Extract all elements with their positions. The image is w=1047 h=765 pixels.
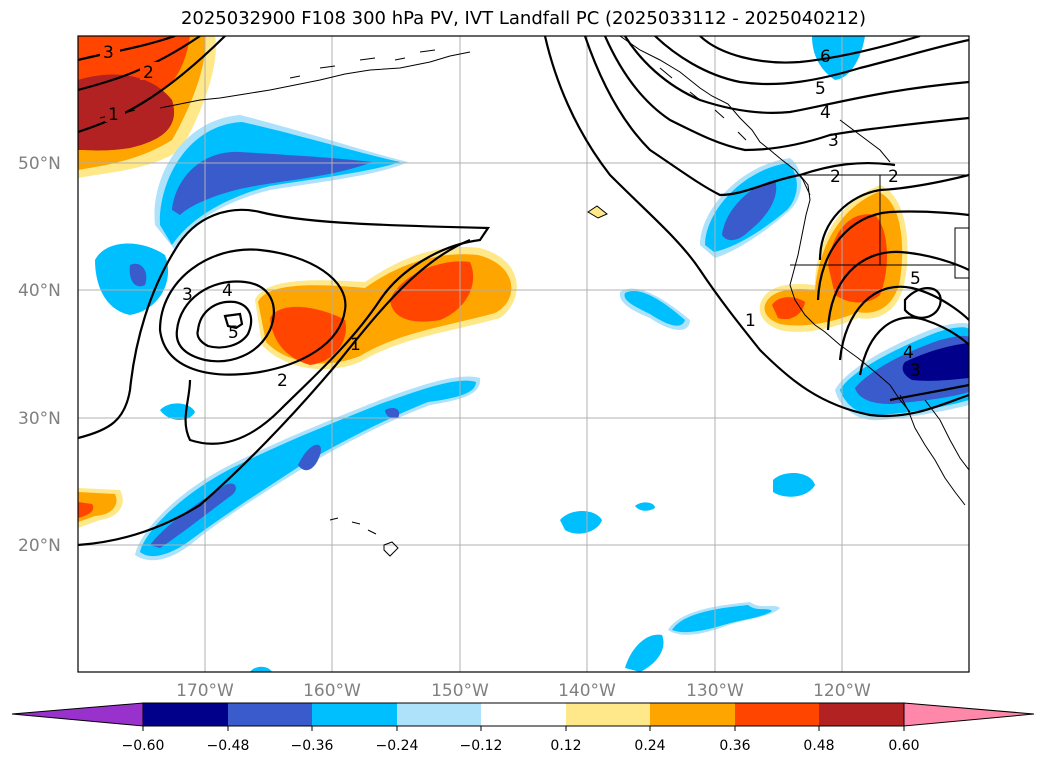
contour-label: 2 [277,371,288,391]
contour-label: 5 [910,269,921,289]
colorbar-extend-low [11,702,144,727]
contour-label: 3 [910,361,921,381]
contour-label: 6 [820,47,831,67]
contour-label: 3 [182,285,193,305]
lat-label: 50°N [18,154,61,174]
contour-label: 4 [820,103,831,123]
colorbar-swatch [312,703,397,726]
colorbar-swatch [481,703,566,726]
lon-label: 150°W [431,681,489,701]
colorbar-tick-label: 0.12 [550,738,581,754]
contour-label: 2 [143,63,154,83]
contour-label: 4 [903,343,914,363]
contour-label: 3 [828,131,839,151]
contour-label: 2 [888,167,899,187]
colorbar-swatch [397,703,481,726]
lon-label: 160°W [303,681,361,701]
colorbar-tick-label: 0.24 [634,738,665,754]
colorbar-tick-label: 0.48 [803,738,834,754]
colorbar-swatch [735,703,819,726]
pv-contours [78,36,969,547]
colorbar: −0.60 −0.48 −0.36 −0.24 −0.12 0.12 0.24 … [11,702,1035,754]
lat-label: 40°N [18,281,61,301]
contour-label: 1 [350,335,361,355]
contour-label: 4 [222,281,233,301]
contour-label: 5 [815,79,826,99]
coastlines [99,36,969,557]
contour-label-group: 3 2 1 3 4 5 2 1 1 6 5 4 3 2 2 5 4 3 [100,42,921,391]
colorbar-tick-label: 0.60 [888,738,919,754]
colorbar-extend-high [903,702,1035,727]
map-frame [77,35,970,673]
colorbar-swatch [143,703,228,726]
colorbar-tick-label: −0.36 [291,738,334,754]
colorbar-swatch [228,703,312,726]
colorbar-swatch [650,703,735,726]
colorbar-swatch [566,703,650,726]
lon-label: 120°W [813,681,871,701]
colorbar-tick-label: −0.24 [376,738,419,754]
colorbar-tick-label: −0.12 [460,738,503,754]
colorbar-tick-label: −0.48 [207,738,250,754]
figure-title: 2025032900 F108 300 hPa PV, IVT Landfall… [180,8,867,29]
lat-label: 30°N [18,409,61,429]
contour-label: 1 [745,311,756,331]
lon-label: 140°W [558,681,616,701]
colorbar-tick-label: −0.60 [122,738,165,754]
contour-label: 2 [830,167,841,187]
colorbar-tick-label: 0.36 [719,738,750,754]
contour-label: 3 [103,43,114,63]
lat-label: 20°N [18,536,61,556]
pv-anomaly-shading [78,36,969,672]
contour-label: 5 [228,323,239,343]
colorbar-swatch [819,703,904,726]
lon-label: 130°W [686,681,744,701]
lon-label: 170°W [176,681,234,701]
contour-label: 1 [108,105,119,125]
